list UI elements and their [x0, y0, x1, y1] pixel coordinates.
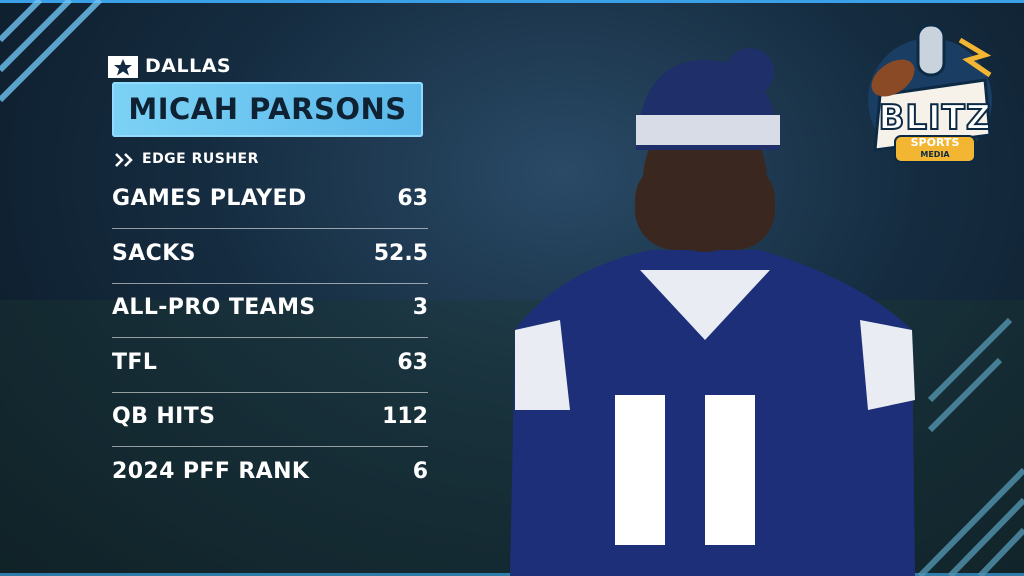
chevrons	[115, 153, 133, 167]
stat-value: 112	[382, 404, 428, 429]
team-star	[114, 59, 132, 76]
stat-value: 63	[397, 186, 428, 211]
stat-value: 6	[412, 458, 428, 484]
stat-label: QB HITS	[112, 404, 216, 429]
name-box	[112, 82, 423, 137]
stat-label: TFL	[112, 349, 158, 375]
stat-divider	[112, 391, 428, 393]
team-star-box	[108, 56, 138, 78]
stat-divider	[112, 337, 428, 338]
stat-label: GAMES PLAYED	[112, 186, 307, 211]
player-position: EDGE RUSHER	[142, 151, 259, 167]
player-name: MICAH PARSONS	[128, 92, 407, 126]
logo-line1: SPORTS	[910, 136, 960, 149]
stat-divider	[112, 228, 428, 229]
stat-value: 63	[397, 349, 428, 375]
stat-label: 2024 PFF RANK	[112, 458, 310, 484]
stat-divider	[112, 446, 428, 447]
logo-title: BLITZ	[877, 97, 992, 139]
stat-divider	[112, 282, 428, 284]
logo-line2: MEDIA	[920, 150, 950, 159]
stat-label: ALL-PRO TEAMS	[112, 295, 316, 320]
stat-value: 52.5	[373, 240, 428, 266]
stat-value: 3	[412, 295, 428, 320]
stat-label: SACKS	[112, 240, 196, 266]
team-name: DALLAS	[145, 55, 232, 77]
